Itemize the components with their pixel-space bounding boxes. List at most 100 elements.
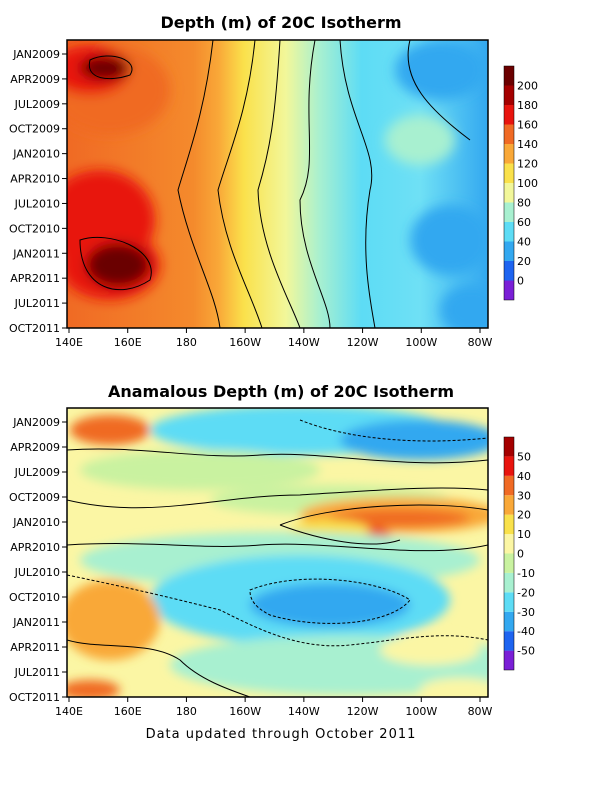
colorbar-frame: [503, 436, 515, 671]
colorbar-swatch: [504, 534, 514, 554]
x-tick-label: 100W: [405, 705, 437, 718]
colorbar-swatch: [504, 572, 514, 593]
panel1-title: Depth (m) of 20C Isotherm: [160, 13, 401, 32]
colorbar-label: 30: [517, 489, 531, 502]
colorbar-swatch: [504, 650, 514, 670]
y-tick-label: JUL2010: [14, 197, 60, 210]
colorbar-label: 160: [517, 119, 538, 132]
colorbar-swatch: [504, 495, 514, 515]
y-tick-label: JAN2009: [12, 48, 60, 61]
colorbar-swatch: [504, 553, 514, 573]
y-tick-label: OCT2010: [9, 222, 60, 235]
colorbar-swatch: [504, 456, 514, 476]
colorbar-swatch: [504, 202, 514, 222]
colorbar-frame: [503, 65, 515, 301]
colorbar-swatch: [504, 592, 514, 612]
y-tick-label: APR2009: [10, 441, 60, 454]
panel1-x-axis: 140E 160E 180 160W 140W 120W 100W 80W: [55, 328, 493, 349]
x-tick-label: 180: [176, 705, 197, 718]
colorbar-swatch: [504, 105, 514, 125]
x-tick-label: 140W: [288, 705, 320, 718]
colorbar-swatch: [504, 475, 514, 496]
colorbar-swatch: [504, 85, 514, 105]
colorbar-label: 50: [517, 450, 531, 463]
colorbar-label: 10: [517, 528, 531, 541]
y-tick-label: JUL2010: [14, 566, 60, 579]
colorbar-swatch: [504, 261, 514, 281]
y-tick-label: JUL2009: [14, 98, 60, 111]
y-tick-label: OCT2009: [9, 491, 60, 504]
colorbar-swatch: [504, 631, 514, 651]
y-tick-label: APR2010: [10, 541, 60, 554]
x-tick-label: 140E: [55, 705, 83, 718]
x-tick-label: 100W: [405, 336, 437, 349]
y-tick-label: JUL2011: [14, 297, 60, 310]
colorbar-label: 200: [517, 80, 538, 93]
panel2-title: Anamalous Depth (m) of 20C Isotherm: [108, 382, 454, 401]
y-tick-label: OCT2009: [9, 123, 60, 136]
colorbar-label: -40: [517, 625, 535, 638]
y-tick-label: APR2009: [10, 73, 60, 86]
colorbar-label: 60: [517, 216, 531, 229]
x-tick-label: 120W: [347, 705, 379, 718]
x-tick-label: 120W: [347, 336, 379, 349]
y-tick-label: JAN2009: [12, 416, 60, 429]
panel1-colorbar: 0 20 40 60 80 100 120 140 160 180 200: [503, 65, 538, 301]
colorbar-label: -30: [517, 606, 535, 619]
colorbar-label: 40: [517, 236, 531, 249]
y-tick-label: APR2011: [10, 641, 60, 654]
colorbar-swatch: [504, 437, 514, 457]
footer-note: Data updated through October 2011: [146, 727, 417, 742]
x-tick-label: 160W: [229, 336, 261, 349]
x-tick-label: 180: [176, 336, 197, 349]
colorbar-swatch: [504, 222, 514, 242]
colorbar-swatch: [504, 611, 514, 632]
y-tick-label: JAN2010: [12, 148, 60, 161]
colorbar-label: -50: [517, 645, 535, 658]
panel1-y-axis: JAN2009 APR2009 JUL2009 OCT2009 JAN2010 APR20…: [9, 48, 67, 335]
panel2-y-axis: JAN2009 APR2009 JUL2009 OCT2009 JAN2010 APR20…: [9, 416, 67, 704]
colorbar-swatch: [504, 514, 514, 535]
y-tick-label: APR2011: [10, 272, 60, 285]
panel1-frame: [66, 39, 489, 329]
colorbar-label: -20: [517, 586, 535, 599]
colorbar-label: 180: [517, 99, 538, 112]
colorbar-swatch: [504, 144, 514, 164]
y-tick-label: OCT2011: [9, 322, 60, 335]
panel2-x-axis: 140E 160E 180 160W 140W 120W 100W 80W: [55, 697, 493, 718]
colorbar-swatch: [504, 66, 514, 86]
colorbar-swatch: [504, 280, 514, 300]
colorbar-swatch: [504, 241, 514, 261]
panel1-plot-area: [67, 40, 488, 328]
panel2-frame: [66, 407, 489, 698]
colorbar-label: 20: [517, 255, 531, 268]
y-tick-label: JUL2009: [14, 466, 60, 479]
colorbar-label: 120: [517, 158, 538, 171]
colorbar-swatch: [504, 124, 514, 144]
x-tick-label: 140E: [55, 336, 83, 349]
colorbar-label: 80: [517, 197, 531, 210]
y-tick-label: OCT2010: [9, 591, 60, 604]
colorbar-swatch: [504, 163, 514, 183]
y-tick-label: JAN2011: [12, 616, 60, 629]
x-tick-label: 140W: [288, 336, 320, 349]
x-tick-label: 160E: [114, 336, 142, 349]
colorbar-label: 20: [517, 509, 531, 522]
x-tick-label: 80W: [468, 705, 493, 718]
x-tick-label: 160W: [229, 705, 261, 718]
colorbar-label: 140: [517, 138, 538, 151]
y-tick-label: APR2010: [10, 173, 60, 186]
y-tick-label: JAN2011: [12, 247, 60, 260]
colorbar-swatch: [504, 183, 514, 203]
colorbar-label: 100: [517, 177, 538, 190]
panel2-plot-area: [67, 408, 488, 697]
y-tick-label: JAN2010: [12, 516, 60, 529]
colorbar-label: 0: [517, 548, 524, 561]
colorbar-label: -10: [517, 567, 535, 580]
colorbar-label: 0: [517, 275, 524, 288]
x-tick-label: 160E: [114, 705, 142, 718]
y-tick-label: OCT2011: [9, 691, 60, 704]
panel2-colorbar: -50 -40 -30 -20 -10 0 10 20 30 40 50: [503, 436, 535, 671]
y-tick-label: JUL2011: [14, 666, 60, 679]
